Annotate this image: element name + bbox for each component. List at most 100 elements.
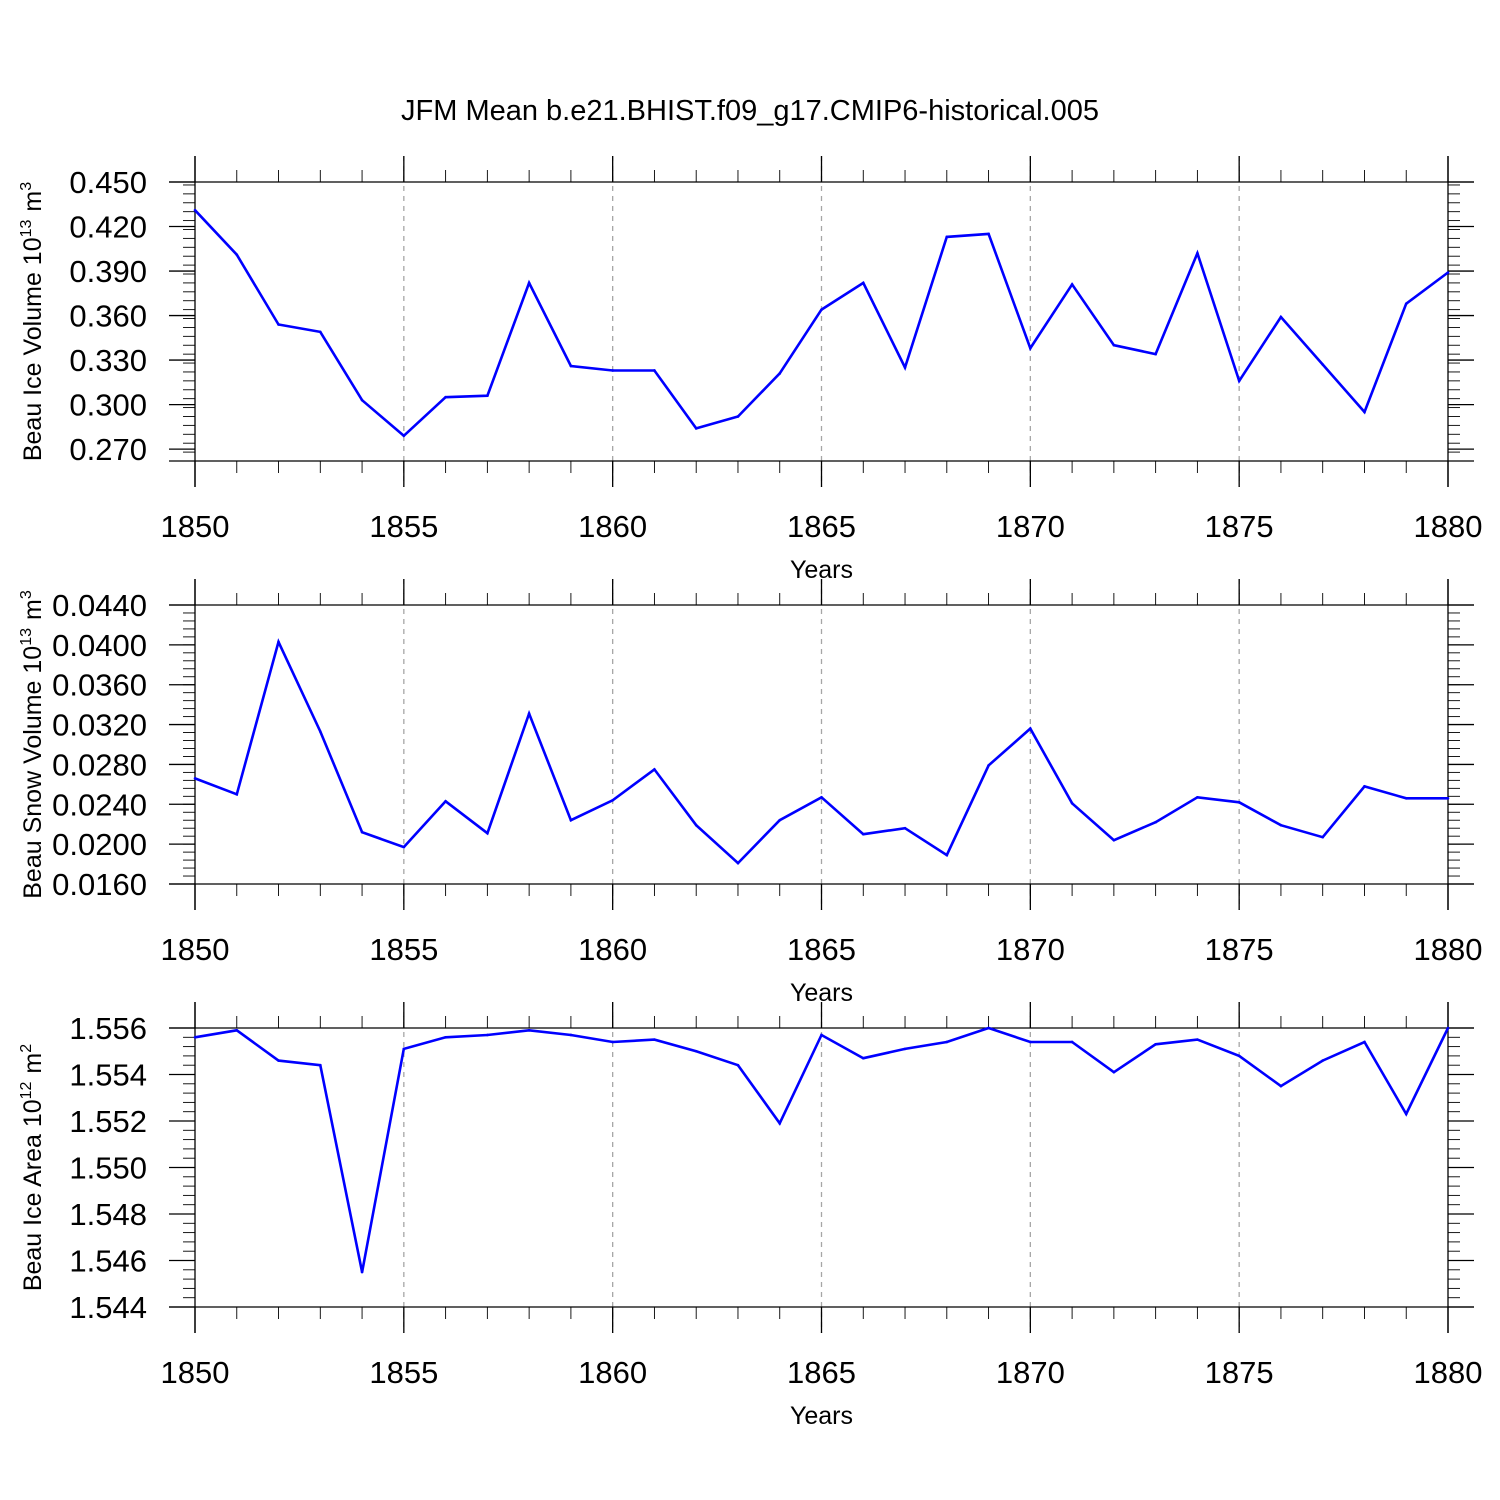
data-point: [1154, 1042, 1157, 1046]
y-tick-label: 1.552: [69, 1104, 147, 1139]
data-point: [193, 208, 197, 212]
y-axis-title-unit: m: [19, 1053, 47, 1074]
data-point: [1112, 343, 1116, 347]
data-point: [402, 1047, 406, 1051]
data-point: [444, 395, 447, 399]
data-point: [1321, 835, 1324, 839]
data-point: [1070, 283, 1074, 286]
data-point: [569, 364, 573, 368]
y-axis-title: Beau Ice Area 1012 m2: [18, 1044, 47, 1291]
data-point: [1363, 1040, 1366, 1044]
data-point: [611, 1040, 614, 1044]
y-tick-label: 0.420: [69, 210, 147, 245]
data-point: [1112, 1070, 1116, 1074]
data-point: [360, 830, 364, 834]
data-point: [1196, 796, 1199, 799]
data-point: [861, 832, 865, 836]
data-point: [319, 730, 322, 733]
y-tick-label: 0.270: [69, 432, 147, 467]
data-point: [736, 861, 740, 865]
y-tick-label: 0.0280: [52, 747, 147, 782]
data-point: [486, 1033, 489, 1037]
x-tick-label: 1865: [787, 1355, 856, 1390]
data-point: [1404, 797, 1408, 800]
y-tick-label: 0.360: [69, 299, 147, 334]
data-point: [611, 799, 614, 802]
chart-ice-area: 1.544 1.546 1.548 1.550 1.552 1.554 1.556 1850 1…: [18, 1002, 1482, 1430]
data-point: [1321, 363, 1324, 366]
data-point: [1154, 352, 1157, 356]
y-axis-title-unit-exponent: 3: [18, 590, 35, 599]
data-point: [820, 1033, 823, 1037]
y-tick-label: 0.0320: [52, 708, 147, 743]
y-axis-title-unit: m: [19, 599, 47, 620]
y-axis-title: Beau Snow Volume 1013 m3: [18, 590, 47, 899]
y-tick-label: 1.544: [69, 1290, 147, 1325]
data-point: [1070, 801, 1074, 805]
x-tick-label: 1860: [578, 1355, 647, 1390]
y-tick-label: 1.554: [69, 1058, 147, 1093]
y-tick-label: 0.390: [69, 254, 147, 289]
x-tick-label: 1855: [369, 509, 438, 544]
x-tick-label: 1850: [161, 932, 230, 967]
y-axis-title-unit: m: [19, 191, 47, 212]
y-tick-label: 0.0160: [52, 867, 147, 902]
data-point: [360, 398, 364, 402]
data-point: [569, 818, 573, 822]
x-tick-label: 1875: [1205, 932, 1274, 967]
data-point: [694, 1049, 698, 1053]
data-point: [1070, 1040, 1074, 1044]
data-point: [1237, 1054, 1241, 1058]
y-tick-label: 0.450: [69, 165, 147, 200]
x-tick-label: 1865: [787, 932, 856, 967]
x-tick-label: 1855: [369, 932, 438, 967]
data-point: [736, 1063, 740, 1067]
x-tick-label: 1850: [161, 509, 230, 544]
y-axis-title: Beau Ice Volume 1013 m3: [18, 182, 47, 461]
y-tick-label: 1.550: [69, 1151, 147, 1186]
data-point: [778, 818, 782, 822]
data-point: [1279, 823, 1283, 827]
y-tick-label: 0.330: [69, 343, 147, 378]
data-point: [653, 369, 656, 372]
y-tick-label: 0.0400: [52, 628, 147, 663]
data-point: [1029, 1040, 1032, 1044]
y-axis-title-base: Beau Snow Volume 10: [19, 646, 47, 899]
x-tick-label: 1855: [369, 1355, 438, 1390]
data-point: [235, 1029, 239, 1032]
data-point: [235, 793, 239, 796]
x-tick-label: 1875: [1205, 509, 1274, 544]
data-point: [277, 1059, 280, 1062]
data-point: [987, 1026, 990, 1030]
data-point: [1363, 410, 1366, 414]
x-tick-label: 1870: [996, 932, 1065, 967]
data-point: [861, 281, 865, 285]
data-point: [945, 235, 949, 239]
data-point: [987, 232, 990, 236]
data-point: [1279, 315, 1283, 319]
data-point: [778, 1122, 782, 1125]
x-tick-label: 1860: [578, 509, 647, 544]
data-point: [235, 253, 239, 257]
data-point: [360, 1270, 364, 1274]
data-point: [653, 768, 656, 771]
data-point: [861, 1056, 865, 1060]
data-point: [486, 831, 489, 835]
data-point: [402, 845, 406, 849]
data-point: [1154, 820, 1157, 824]
data-point: [1446, 271, 1450, 274]
y-axis-title-unit-exponent: 2: [18, 1044, 35, 1053]
x-tick-label: 1880: [1414, 1355, 1483, 1390]
y-tick-label: 0.0200: [52, 827, 147, 862]
data-point: [527, 1029, 531, 1032]
data-point: [1112, 838, 1116, 842]
x-tick-label: 1875: [1205, 1355, 1274, 1390]
data-point: [1321, 1059, 1324, 1062]
data-point: [193, 777, 197, 780]
data-point: [527, 281, 531, 285]
data-point: [736, 415, 740, 418]
data-point: [486, 394, 489, 398]
data-point: [527, 712, 531, 715]
